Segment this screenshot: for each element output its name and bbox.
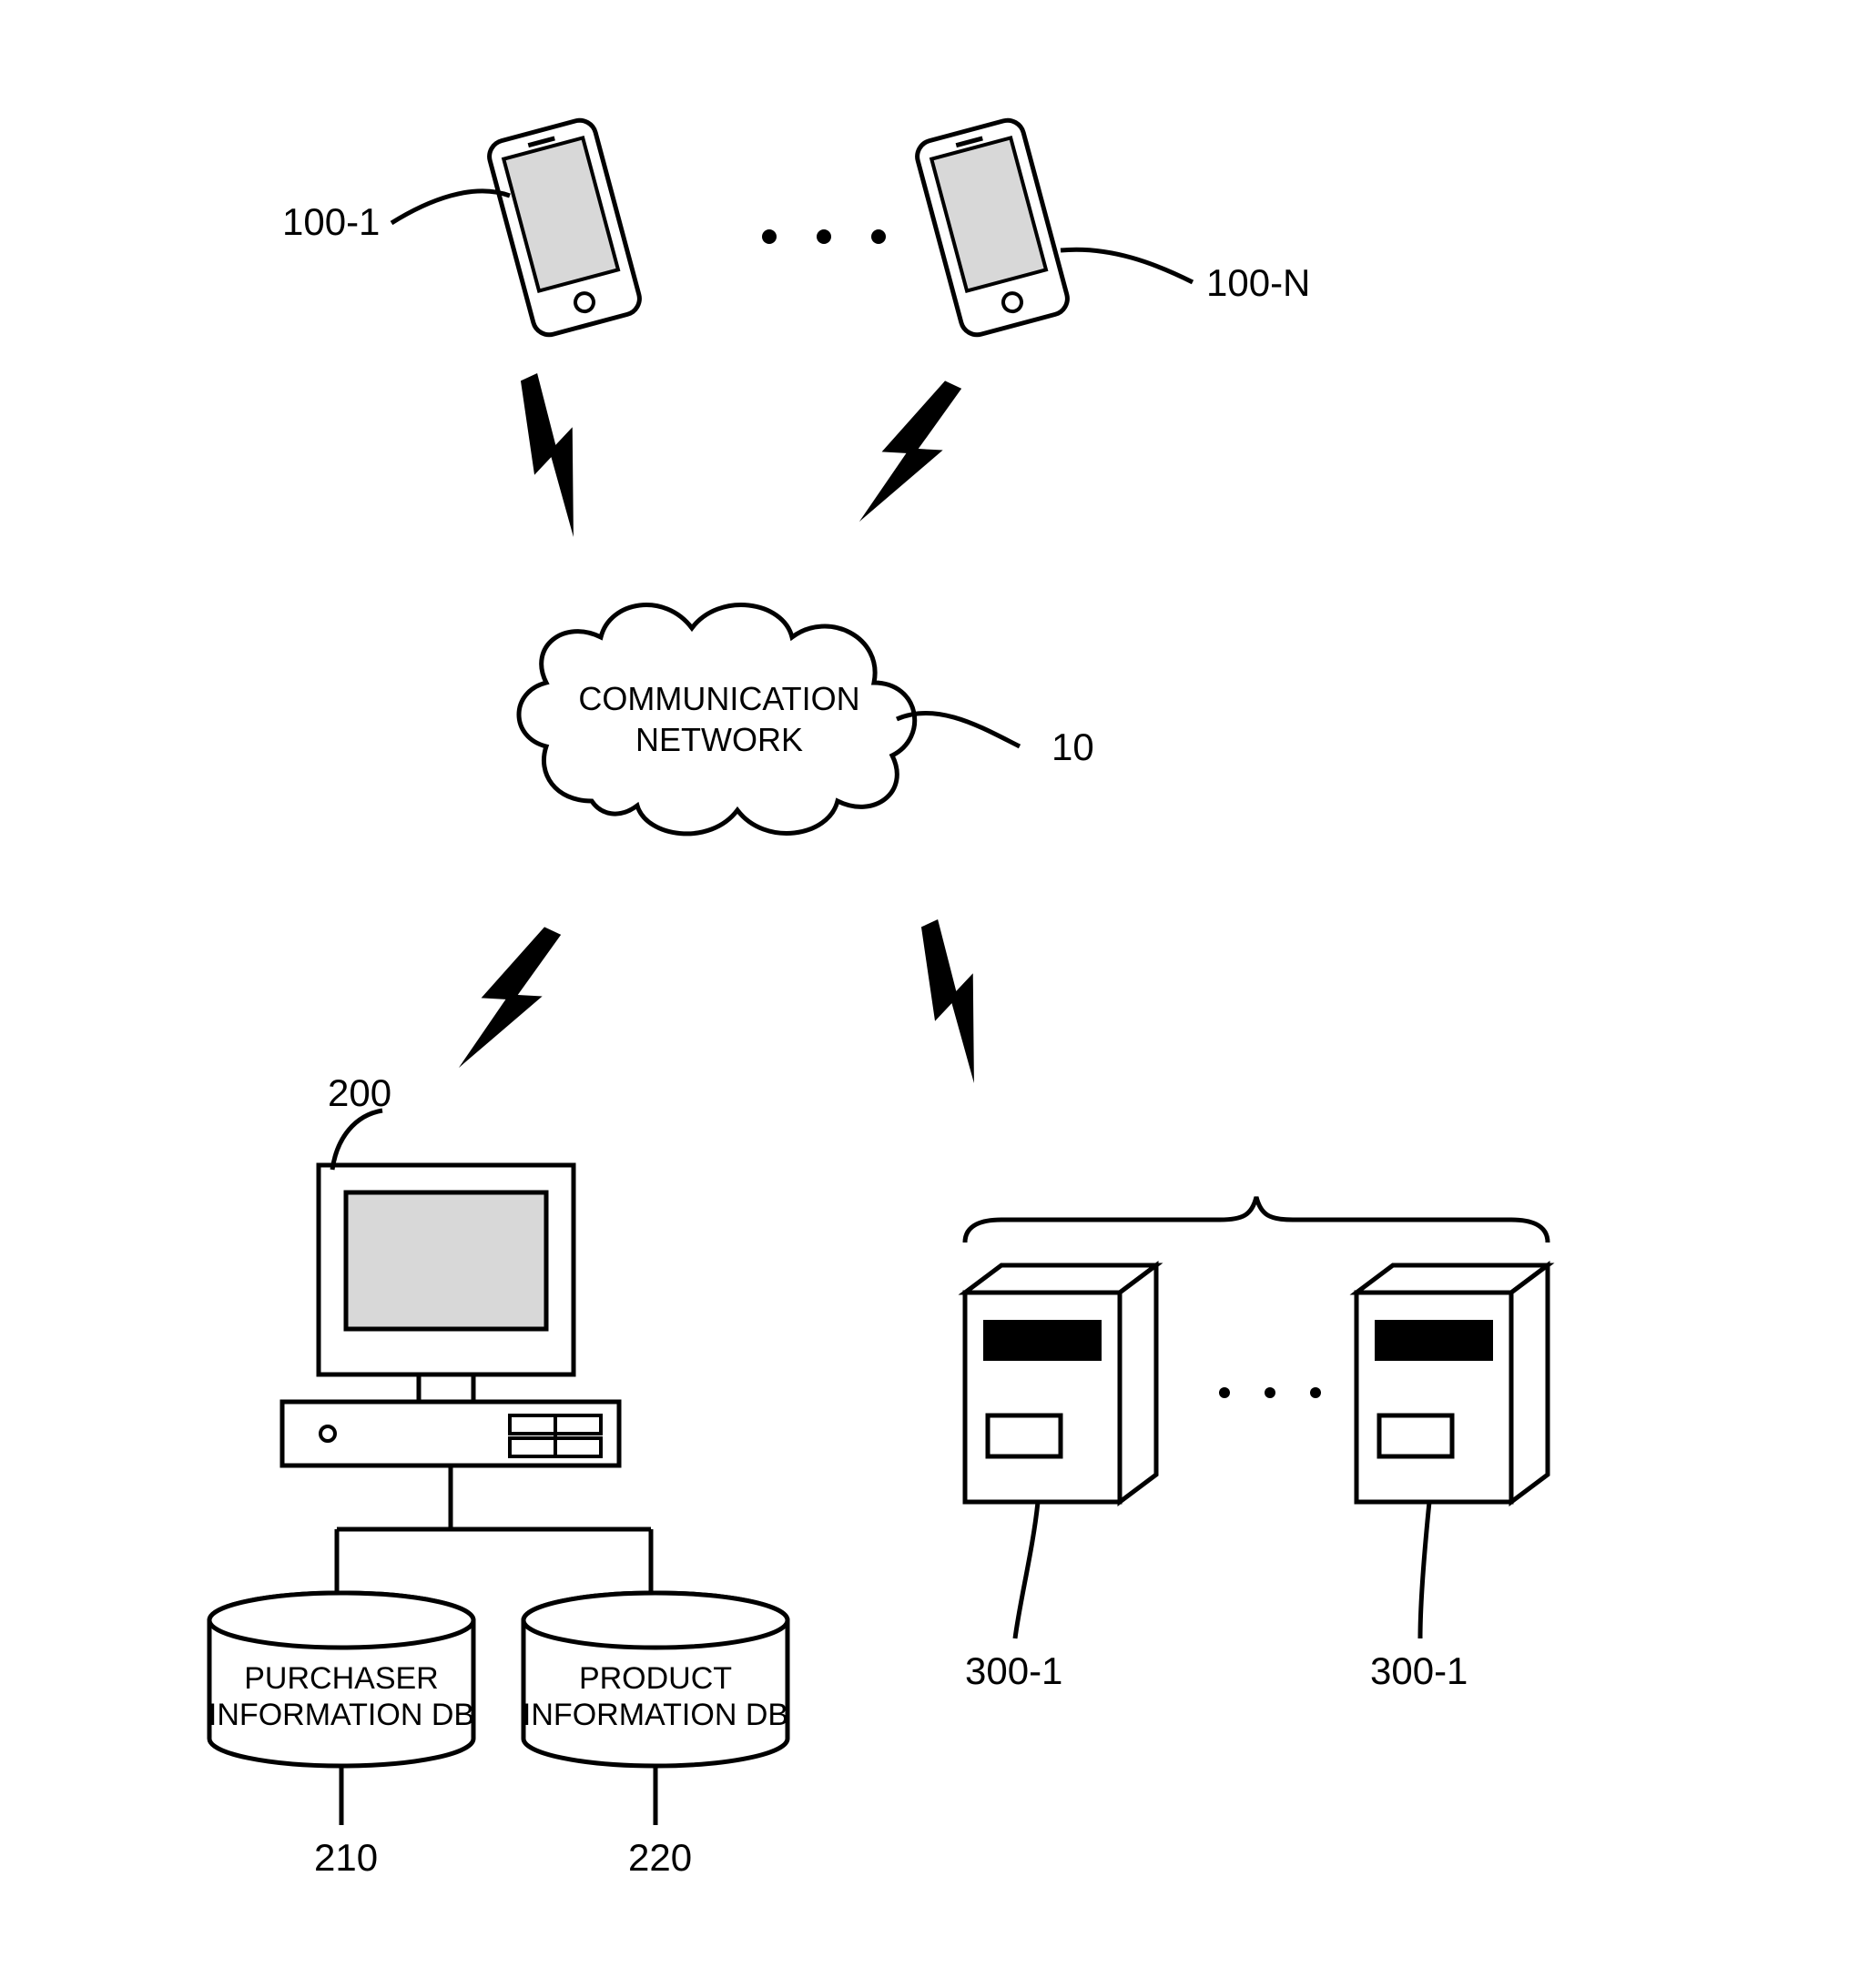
lightning-pc bbox=[451, 916, 569, 1087]
db-node-product: PRODUCT INFORMATION DB 220 bbox=[523, 1593, 788, 1879]
phone1-label: 100-1 bbox=[282, 200, 380, 243]
db1-ref: 210 bbox=[314, 1836, 378, 1879]
server1-label: 300-1 bbox=[965, 1649, 1062, 1692]
lightning-phone2 bbox=[851, 370, 970, 541]
db1-line1: PURCHASER bbox=[244, 1661, 438, 1696]
cloud-label-line1: COMMUNICATION bbox=[578, 680, 859, 717]
db-connectors bbox=[337, 1466, 651, 1602]
phone2-leader bbox=[1061, 249, 1193, 282]
phones-ellipsis bbox=[762, 229, 886, 244]
db2-ref: 220 bbox=[628, 1836, 692, 1879]
server-node-1: 300-1 bbox=[965, 1265, 1156, 1692]
phone1-leader bbox=[391, 191, 510, 223]
computer-node: 200 bbox=[282, 1071, 619, 1466]
phone2-label: 100-N bbox=[1206, 261, 1310, 304]
lightning-phone1 bbox=[496, 370, 615, 541]
db-node-purchaser: PURCHASER INFORMATION DB 210 bbox=[208, 1593, 474, 1879]
db2-line2: INFORMATION DB bbox=[523, 1698, 788, 1732]
lightning-servers bbox=[897, 916, 1015, 1087]
cloud-node: COMMUNICATION NETWORK 10 bbox=[519, 605, 1094, 834]
phone-node-1 bbox=[486, 117, 644, 339]
servers-ellipsis bbox=[1219, 1387, 1321, 1398]
servers-brace bbox=[965, 1197, 1548, 1242]
db2-line1: PRODUCT bbox=[579, 1661, 732, 1696]
cloud-label-line2: NETWORK bbox=[635, 721, 803, 758]
db1-line2: INFORMATION DB bbox=[208, 1698, 474, 1732]
cloud-ref-label: 10 bbox=[1051, 725, 1094, 768]
phone-node-2 bbox=[914, 117, 1072, 339]
server2-label: 300-1 bbox=[1370, 1649, 1468, 1692]
network-diagram: COMMUNICATION NETWORK 10 100-1 100-N bbox=[0, 0, 1849, 1988]
computer-label: 200 bbox=[328, 1071, 391, 1114]
server-node-2: 300-1 bbox=[1356, 1265, 1548, 1692]
